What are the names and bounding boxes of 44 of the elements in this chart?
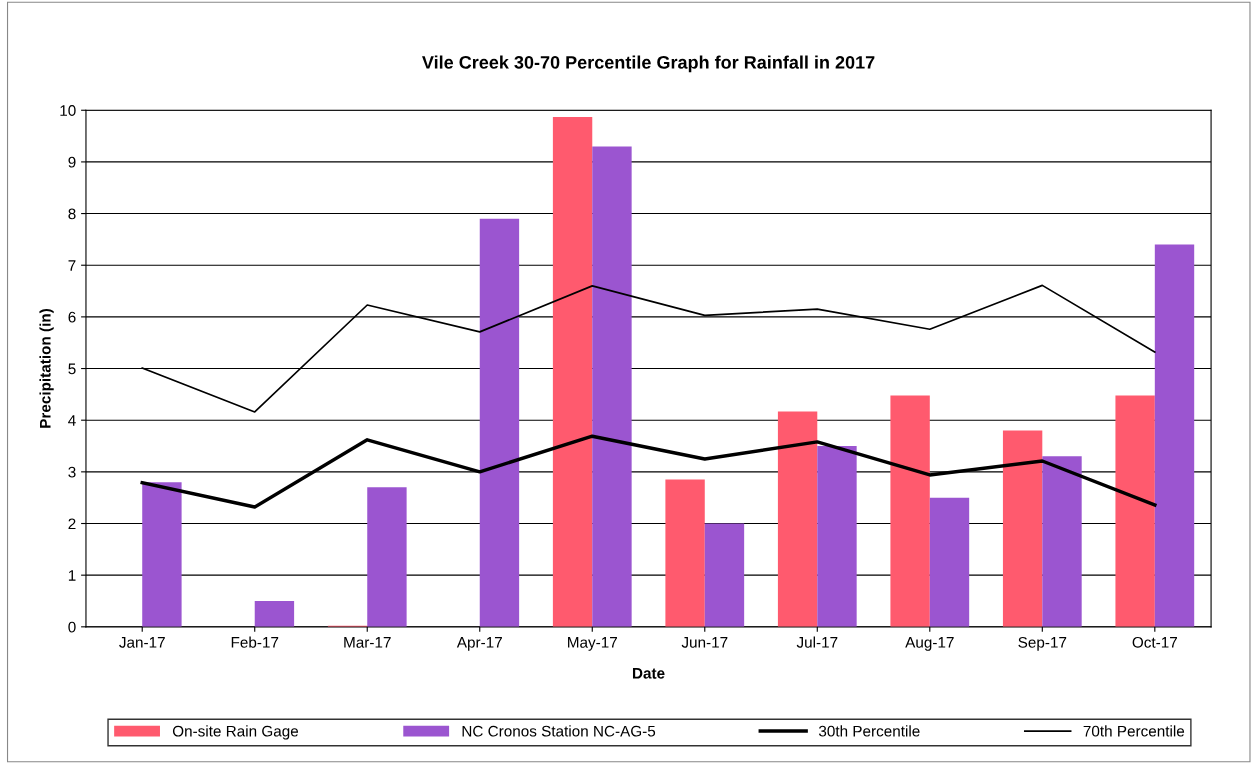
y-tick-label: 0 [68,621,76,633]
x-axis-title: Date [632,668,665,679]
y-tick-label: 5 [68,363,76,375]
x-tick-label: Sep-17 [1018,636,1067,651]
bar [254,600,295,627]
y-tick-label: 8 [68,208,76,220]
y-tick-label: 4 [68,415,76,426]
legend-label: 30th Percentile [818,725,920,737]
bar [1002,430,1043,627]
y-tick-label: 2 [68,518,76,530]
y-tick-label: 6 [68,311,76,323]
x-tick-label: Aug-17 [905,637,954,651]
bar [929,497,970,627]
bar [1042,456,1082,627]
x-tick-label: Feb-17 [231,636,279,648]
x-tick-label: Jul-17 [796,636,838,648]
bar [777,411,818,627]
bar [1154,244,1195,627]
x-tick-label: May-17 [568,637,617,651]
bar [142,482,182,627]
bar [817,446,857,627]
x-tick-label: Jun-17 [681,637,728,648]
legend-label: 70th Percentile [1083,725,1185,737]
y-tick-label: 3 [68,466,76,478]
bar [592,146,632,627]
y-axis-title: Precipitation (in) [39,309,54,428]
x-tick-label: Apr-17 [456,637,502,651]
bar [665,479,705,627]
y-tick-label: 10 [60,105,76,116]
bar [479,218,520,627]
x-tick-label: Mar-17 [344,637,391,648]
y-tick-label: 1 [68,570,76,581]
bar [1115,395,1155,627]
x-tick-label: Jan-17 [119,637,165,648]
legend-label: On-site Rain Gage [172,725,299,740]
legend-label: NC Cronos Station NC-AG-5 [462,725,656,737]
bar [704,523,745,627]
bar [890,395,930,627]
y-tick-label: 7 [68,260,76,271]
x-tick-label: Oct-17 [1132,636,1177,648]
chart-title: Vile Creek 30-70 Percentile Graph for Rainfall in 2017 [422,55,875,73]
y-tick-label: 9 [68,156,76,168]
bar [552,116,593,627]
bar [367,487,407,627]
